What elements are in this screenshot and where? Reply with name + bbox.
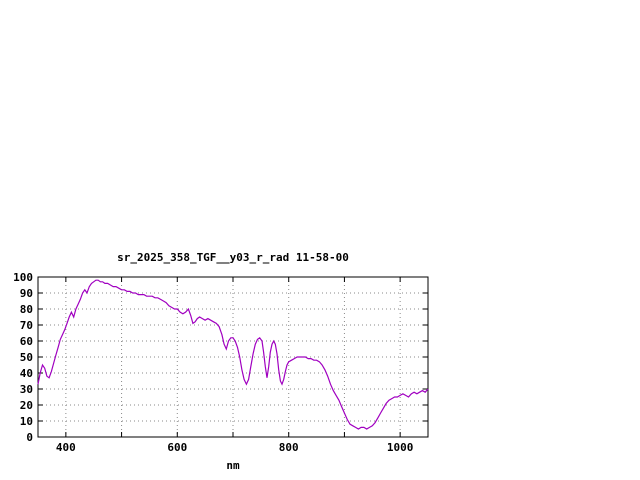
y-tick-label: 90 [20, 287, 33, 300]
y-tick-label: 30 [20, 383, 33, 396]
spectral-curve [37, 279, 429, 430]
y-tick-label: 80 [20, 303, 33, 316]
y-tick-label: 70 [20, 319, 33, 332]
y-tick-label: 60 [20, 335, 33, 348]
y-tick-label: 10 [20, 415, 33, 428]
x-tick-label: 400 [56, 441, 76, 454]
y-tick-label: 0 [26, 431, 33, 444]
y-tick-label: 50 [20, 351, 33, 364]
y-tick-label: 20 [20, 399, 33, 412]
x-tick-label: 1000 [387, 441, 414, 454]
x-axis-label: nm [226, 459, 240, 472]
y-tick-label: 100 [13, 271, 33, 284]
chart-title: sr_2025_358_TGF__y03_r_rad 11-58-00 [117, 251, 349, 264]
x-tick-label: 800 [279, 441, 299, 454]
x-tick-label: 600 [167, 441, 187, 454]
y-tick-label: 40 [20, 367, 33, 380]
